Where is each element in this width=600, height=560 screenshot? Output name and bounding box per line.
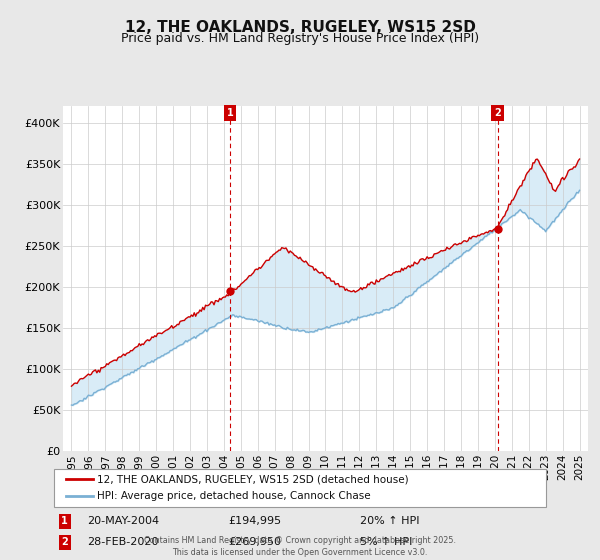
Text: 12, THE OAKLANDS, RUGELEY, WS15 2SD (detached house): 12, THE OAKLANDS, RUGELEY, WS15 2SD (det… (97, 474, 409, 484)
Text: Price paid vs. HM Land Registry's House Price Index (HPI): Price paid vs. HM Land Registry's House … (121, 32, 479, 45)
Text: 2: 2 (61, 538, 68, 547)
Text: £269,950: £269,950 (228, 538, 281, 547)
Text: 1: 1 (61, 516, 68, 526)
Text: £194,995: £194,995 (228, 516, 281, 526)
Text: 12, THE OAKLANDS, RUGELEY, WS15 2SD: 12, THE OAKLANDS, RUGELEY, WS15 2SD (125, 20, 475, 35)
Text: 5% ↑ HPI: 5% ↑ HPI (360, 538, 412, 547)
Text: 2: 2 (494, 108, 501, 118)
Text: 20-MAY-2004: 20-MAY-2004 (87, 516, 159, 526)
Text: HPI: Average price, detached house, Cannock Chase: HPI: Average price, detached house, Cann… (97, 491, 371, 501)
Text: 20% ↑ HPI: 20% ↑ HPI (360, 516, 419, 526)
Text: 28-FEB-2020: 28-FEB-2020 (87, 538, 158, 547)
Text: Contains HM Land Registry data © Crown copyright and database right 2025.
This d: Contains HM Land Registry data © Crown c… (144, 536, 456, 557)
Text: 1: 1 (227, 108, 233, 118)
